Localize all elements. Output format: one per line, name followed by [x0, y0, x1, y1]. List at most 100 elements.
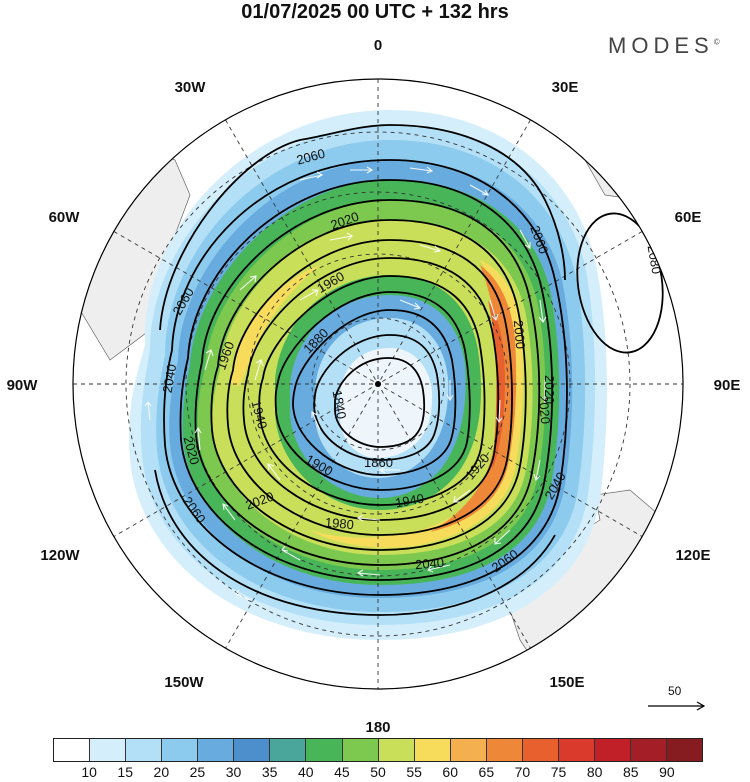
colorbar-swatch	[558, 739, 595, 761]
contour-2060-south	[154, 469, 556, 616]
colorbar-swatch	[414, 739, 451, 761]
wind-arrow	[495, 399, 503, 423]
colorbar-tick-label: 50	[370, 764, 386, 780]
wind-arrow	[427, 564, 451, 573]
wind-arrow	[350, 166, 374, 174]
contour-2040	[163, 159, 568, 596]
wind-arrow	[356, 569, 381, 577]
colorbar-labels: 10 15 20 25 30 35 40 45 50 55 60 65 70 75 80 85 90	[0, 764, 750, 782]
colorbar-tick-label: 65	[478, 764, 495, 780]
wind-arrow	[409, 166, 434, 174]
colorbar-swatch	[486, 739, 523, 761]
contour-label: 1940	[394, 491, 425, 511]
colorbar-tick-label: 75	[550, 764, 567, 780]
contour-label: 2000	[511, 319, 528, 349]
colorbar-swatch	[594, 739, 631, 761]
brand-text: MODES	[608, 33, 714, 58]
wind-arrow	[194, 426, 202, 451]
wind-arrow	[281, 545, 301, 561]
colorbar-tick-label: 85	[622, 764, 639, 780]
wind-arrow	[489, 299, 499, 322]
wind-arrow	[378, 466, 400, 474]
wind-arrow	[254, 359, 264, 381]
wind-arrow	[235, 589, 251, 601]
wind-arrow	[204, 349, 214, 371]
wind-arrow	[453, 489, 471, 503]
wind-arrow	[494, 529, 511, 545]
wind-arrow	[559, 159, 571, 171]
contour-1980	[210, 219, 527, 551]
colorbar-tick-label: 55	[406, 764, 422, 780]
lon-label-120e: 120E	[675, 547, 710, 564]
longitude-labels: 0 30E 60E 90E 120E 150E 180 150W 120W 90…	[7, 37, 741, 736]
contour-1900	[274, 291, 471, 491]
contour-labels: 2060 2060 2060 2040 2020 2020 2020 2020 …	[160, 146, 665, 575]
colorbar-tick-label: 80	[586, 764, 603, 780]
colorbar-tick-label: 45	[334, 764, 350, 780]
contour-1860	[313, 334, 441, 461]
colorbar-swatch	[126, 739, 163, 761]
contour-label: 1980	[324, 515, 354, 532]
colorbar-tick-label: 90	[659, 764, 675, 780]
contour-label: 2040	[414, 555, 444, 572]
lon-label-60w: 60W	[49, 209, 81, 226]
colorbar-swatch	[342, 739, 379, 761]
colorbar-swatch	[450, 739, 487, 761]
map-title: 01/07/2025 00 UTC + 132 hrs	[241, 1, 509, 23]
shade-70	[430, 265, 517, 532]
reference-vector: 50	[648, 684, 708, 714]
lon-label-150w: 150W	[164, 674, 204, 691]
lon-label-90e: 90E	[714, 377, 741, 394]
colorbar	[53, 738, 703, 762]
brand-logo: MODES©	[608, 33, 720, 59]
wind-arrow	[267, 463, 281, 481]
colorbar-swatch	[90, 739, 127, 761]
contour-label: 2060	[295, 146, 327, 168]
lon-label-0: 0	[374, 37, 382, 54]
shade-pole	[340, 348, 433, 458]
contour-2020	[179, 179, 554, 581]
contour-1880	[292, 309, 457, 476]
colorbar-swatch	[378, 739, 415, 761]
contour-label: 2020	[542, 375, 557, 404]
colorbar-swatch	[198, 739, 235, 761]
colorbar-tick-label: 35	[261, 764, 278, 780]
shade-75	[488, 300, 505, 470]
colorbar-swatch	[270, 739, 307, 761]
lon-label-150e: 150E	[549, 674, 584, 691]
contour-label: 2020	[180, 434, 202, 466]
lon-label-30e: 30E	[552, 79, 579, 96]
wind-arrow	[144, 401, 152, 421]
colorbar-tick-label: 10	[81, 764, 97, 780]
lon-label-30w: 30W	[175, 79, 207, 96]
lon-label-120w: 120W	[40, 547, 80, 564]
colorbar-tick-label: 70	[514, 764, 531, 780]
wind-arrow	[533, 459, 541, 482]
wind-arrow	[419, 244, 442, 253]
lon-label-180: 180	[365, 719, 390, 736]
wind-arrow	[356, 514, 381, 522]
colorbar-tick-label: 30	[225, 764, 242, 780]
wind-arrow	[299, 171, 324, 181]
colorbar-swatch	[162, 739, 199, 761]
wind-speed-shading	[129, 110, 607, 640]
colorbar-tick-label: 60	[442, 764, 459, 780]
colorbar-tick-label: 40	[297, 764, 314, 780]
wind-arrow	[519, 229, 531, 249]
south-pole-marker	[375, 381, 381, 387]
wind-arrow	[329, 232, 353, 241]
contour-1960	[226, 239, 513, 536]
reference-vector-label: 50	[668, 684, 682, 698]
contour-2080	[576, 212, 664, 354]
wind-arrow	[239, 275, 257, 291]
colorbar-tick-label: 20	[153, 764, 170, 780]
contour-label: 2040	[160, 363, 180, 394]
africa-east-land	[584, 149, 651, 201]
shade-60	[310, 260, 524, 548]
colorbar-swatch	[522, 739, 559, 761]
reference-vector-arrow	[648, 701, 706, 711]
colorbar-swatch	[631, 739, 668, 761]
contour-label: 2020	[536, 394, 553, 424]
latitude-circle	[125, 131, 631, 637]
